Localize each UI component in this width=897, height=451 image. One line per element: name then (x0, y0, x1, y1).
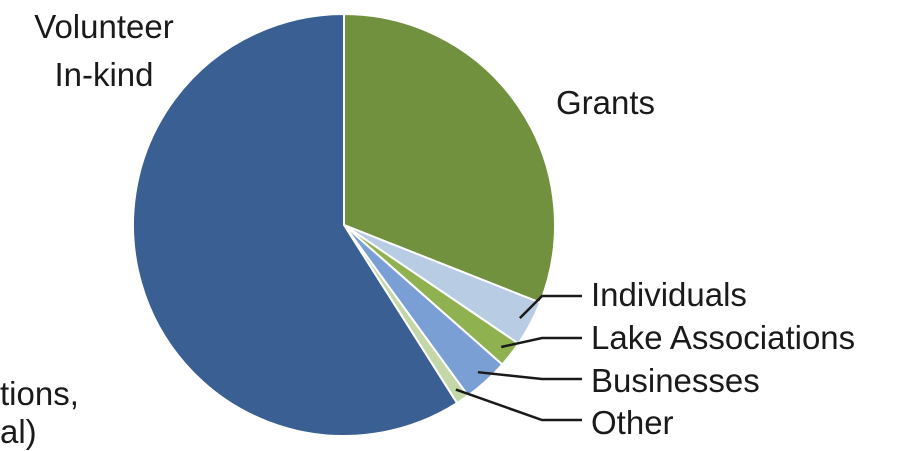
pie-slices (132, 12, 556, 437)
clipped-text-line1: tions, (0, 375, 79, 412)
label-businesses: Businesses (591, 362, 760, 399)
leader-line-individuals (518, 294, 582, 320)
label-other: Other (591, 404, 674, 441)
pie-slice-grants (343, 12, 556, 304)
label-volunteer-line1: Volunteer (34, 8, 173, 45)
label-individuals: Individuals (591, 276, 747, 313)
clipped-text-line2: al) (0, 413, 37, 450)
leader-line-lake-associations (500, 336, 582, 349)
pie-slice-volunteer-in-kind (132, 12, 459, 437)
label-volunteer-line2: In-kind (54, 56, 153, 93)
label-grants: Grants (556, 84, 655, 121)
leader-line-other (455, 388, 582, 422)
leader-lines (455, 294, 582, 422)
label-lake-associations: Lake Associations (591, 319, 855, 356)
leader-line-businesses (477, 370, 582, 381)
